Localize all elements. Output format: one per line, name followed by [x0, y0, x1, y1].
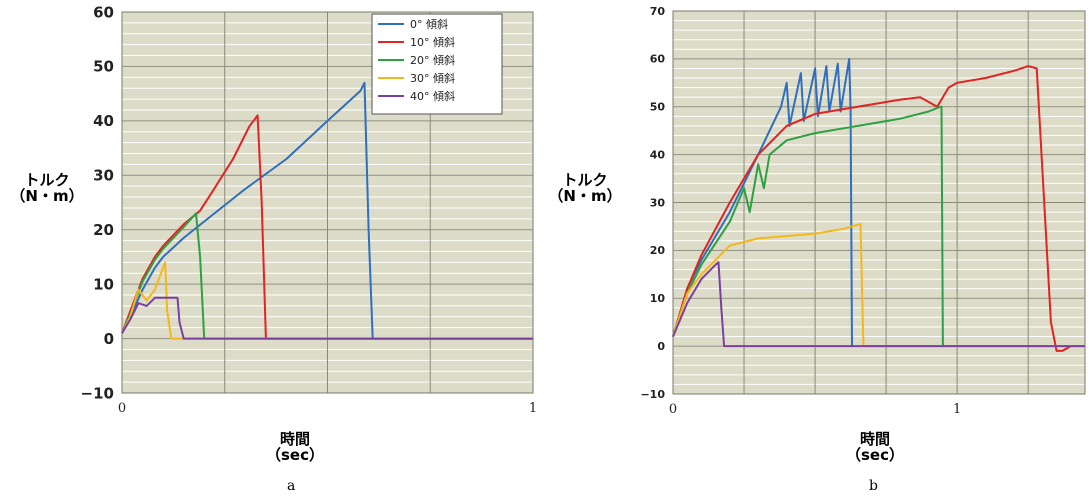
chart-a-series-line-4 [121, 296, 533, 340]
chart-b-series-line-4 [672, 261, 1085, 348]
chart-a-legend-box [371, 13, 503, 115]
chart-b-series-line-1 [672, 65, 1072, 352]
chart-b-series-line-2 [672, 105, 944, 347]
chart-a-ylabel-line2: （N・m） [10, 187, 84, 205]
chart-a-panel-label: a [287, 478, 296, 494]
chart-a-legend-label: 10° 傾斜 [410, 35, 455, 49]
chart-b-y-tick-label: 60 [650, 53, 666, 66]
chart-a-ylabel-line1: トルク [24, 171, 70, 189]
chart-a-xlabel-line1: 時間 [279, 430, 310, 448]
chart-b-xlabel-line1: 時間 [859, 430, 890, 448]
chart-b-ylabel: トルク （N・m） [544, 172, 626, 204]
chart-a-x-tick-label: 1 [529, 401, 537, 416]
chart-b-y-tick-label: 70 [650, 5, 666, 18]
chart-a-ylabel: トルク （N・m） [6, 172, 88, 204]
chart-b-series-line-3 [672, 223, 1085, 348]
chart-a-y-tick-label: −10 [81, 384, 114, 402]
chart-b-x-tick-label: 1 [953, 402, 961, 417]
chart-a-xlabel-line2: （sec） [266, 446, 324, 464]
chart-b-xlabel: 時間 （sec） [835, 431, 915, 463]
chart-a-legend-label: 20° 傾斜 [410, 53, 455, 67]
chart-b-svg: −10 0 10 20 30 40 50 60 70 0 1 [640, 5, 1086, 417]
chart-a-legend-label: 30° 傾斜 [410, 71, 455, 85]
chart-a-series-line-3 [121, 261, 533, 340]
chart-b-y-tick-label: 10 [650, 292, 666, 305]
chart-a-series-line-0 [121, 81, 533, 340]
chart-a-y-tick-label: 60 [93, 3, 114, 21]
chart-a-y-tick-label: 40 [93, 112, 114, 130]
chart-b-series-line-0 [672, 57, 853, 347]
chart-b-y-tick-label: 50 [650, 101, 666, 114]
chart-b-y-tick-label: −10 [640, 388, 665, 401]
chart-a-legend-label: 40° 傾斜 [410, 89, 455, 103]
chart-b-ylabel-line2: （N・m） [548, 187, 622, 205]
chart-panel-a: −10 0 10 20 30 40 50 60 0 1 0° 傾斜 10° 傾斜 20° 傾斜 30° 傾… [6, 3, 538, 494]
chart-a-legend: 0° 傾斜 10° 傾斜 20° 傾斜 30° 傾斜 40° 傾斜 [371, 13, 503, 115]
chart-b-y-tick-label: 20 [650, 244, 666, 257]
chart-b-x-tick-label: 0 [669, 402, 677, 417]
chart-b-y-tick-label: 0 [657, 340, 665, 353]
chart-a-y-tick-label: 10 [93, 275, 114, 293]
chart-a-y-tick-label: 20 [93, 221, 114, 239]
chart-a-series-line-1 [121, 114, 533, 340]
chart-b-y-tick-label: 40 [650, 148, 666, 161]
chart-a-y-tick-label: 0 [104, 330, 114, 348]
chart-b-xlabel-line2: （sec） [846, 446, 904, 464]
chart-b-ylabel-line1: トルク [562, 171, 608, 189]
chart-a-x-tick-label: 0 [118, 401, 126, 416]
chart-a-plot-border [121, 11, 534, 394]
chart-a-legend-label: 0° 傾斜 [410, 17, 448, 31]
chart-b-plot-border [672, 10, 1086, 395]
chart-a-y-tick-label: 30 [93, 167, 114, 185]
chart-b-panel-label: b [869, 478, 878, 494]
chart-a-xlabel: 時間 （sec） [255, 431, 335, 463]
chart-b-y-tick-label: 30 [650, 196, 666, 209]
chart-a-y-tick-label: 50 [93, 58, 114, 76]
chart-panel-b: −10 0 10 20 30 40 50 60 70 0 1 トルク （N・m） 時間 （sec） … [544, 0, 1088, 497]
